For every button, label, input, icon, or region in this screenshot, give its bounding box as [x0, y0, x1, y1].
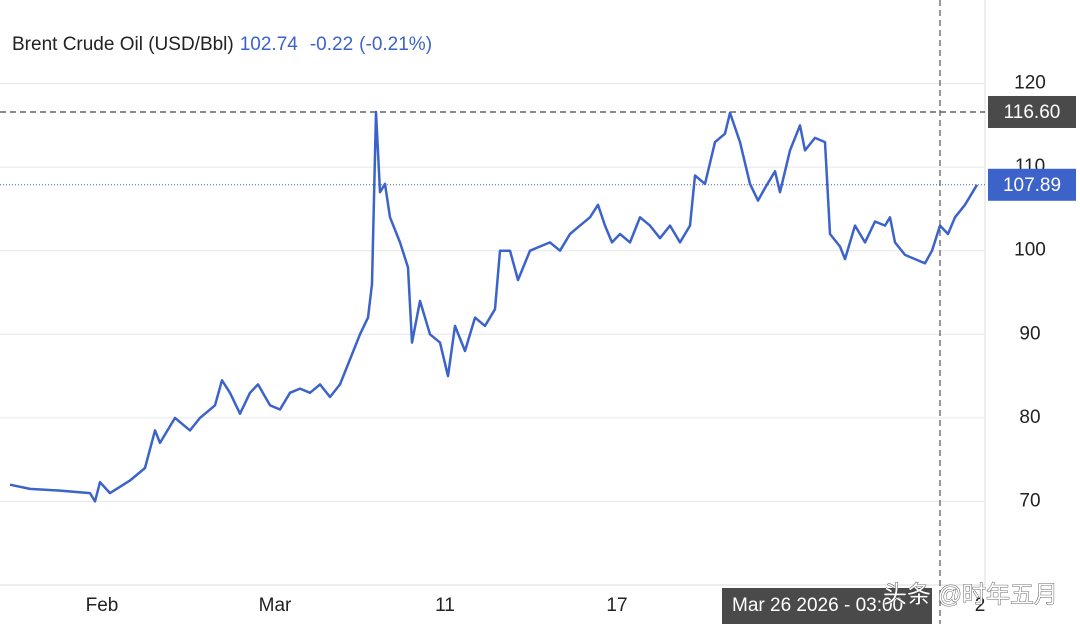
- y-tick-label: 100: [1014, 240, 1046, 261]
- change-pct: (-0.21%): [359, 34, 432, 55]
- y-tick-label: 90: [1019, 323, 1040, 344]
- y-tick-label: 80: [1019, 407, 1040, 428]
- price-line: [9, 110, 979, 503]
- title: Brent Crude Oil (USD/Bbl): [12, 34, 234, 55]
- crosshair-label: Mar 26 2026 - 03:00: [732, 595, 903, 616]
- x-tick-label: 17: [606, 595, 627, 616]
- x-tick-label: 2: [975, 595, 986, 616]
- last-label: 107.89: [1003, 175, 1061, 196]
- x-tick-label: 11: [435, 595, 455, 616]
- high-label: 116.60: [1004, 102, 1061, 123]
- watermark: 头条 @时年五月: [883, 581, 1058, 608]
- change: -0.22: [310, 34, 353, 55]
- x-tick-label: Mar: [259, 595, 292, 616]
- x-tick-label: Feb: [86, 595, 119, 616]
- y-tick-label: 70: [1019, 490, 1040, 511]
- last-box: [988, 168, 1076, 201]
- price: 102.74: [240, 34, 299, 55]
- high-box: [988, 95, 1076, 128]
- y-tick-label: 120: [1014, 73, 1046, 94]
- chart-title: Brent Crude Oil (USD/Bbl) 102.74 -0.22 (-0.…: [12, 34, 432, 55]
- crosshair-box: [722, 588, 932, 624]
